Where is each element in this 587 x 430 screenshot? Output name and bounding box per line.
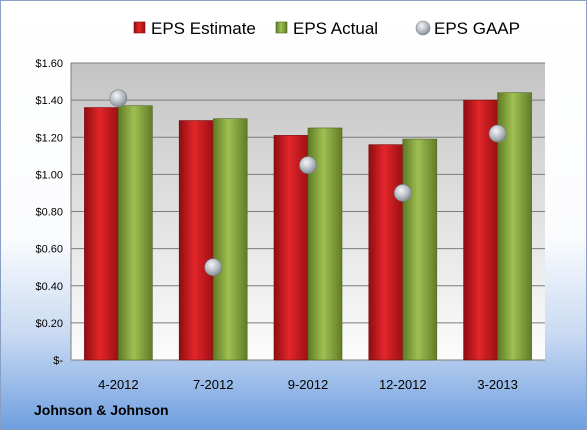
x-tick-label: 4-2012 bbox=[98, 377, 138, 392]
y-tick-label: $0.60 bbox=[35, 244, 63, 256]
legend-label-eps-actual: EPS Actual bbox=[293, 19, 378, 38]
chart-legend: EPS Estimate EPS Actual EPS GAAP bbox=[133, 19, 520, 38]
marker-eps-gaap bbox=[204, 258, 222, 276]
x-tick-label: 7-2012 bbox=[193, 377, 233, 392]
legend-swatch-eps-estimate bbox=[133, 21, 146, 34]
marker-eps-gaap bbox=[109, 89, 128, 108]
legend-swatch-eps-actual bbox=[275, 21, 288, 34]
bar-eps-estimate bbox=[84, 107, 119, 361]
y-tick-label: $0.40 bbox=[35, 281, 63, 293]
legend-label-eps-gaap: EPS GAAP bbox=[434, 19, 520, 38]
y-tick-label: $0.80 bbox=[35, 207, 63, 219]
company-name: Johnson & Johnson bbox=[34, 402, 169, 418]
bar-eps-actual bbox=[118, 105, 153, 361]
bar-eps-actual bbox=[402, 138, 438, 361]
legend-swatch-eps-gaap bbox=[415, 20, 431, 36]
bar-eps-estimate bbox=[368, 144, 404, 361]
x-tick-label: 9-2012 bbox=[288, 377, 328, 392]
marker-eps-gaap bbox=[488, 124, 507, 143]
y-tick-label: $1.20 bbox=[35, 132, 63, 144]
legend-label-eps-estimate: EPS Estimate bbox=[151, 19, 256, 38]
y-tick-label: $- bbox=[53, 355, 63, 367]
bar-eps-estimate bbox=[273, 135, 309, 361]
bar-eps-estimate bbox=[463, 99, 498, 361]
bar-eps-estimate bbox=[178, 120, 214, 361]
marker-eps-gaap bbox=[299, 156, 317, 174]
x-tick-label: 12-2012 bbox=[379, 377, 427, 392]
marker-eps-gaap bbox=[393, 184, 412, 202]
bar-eps-actual bbox=[212, 118, 248, 361]
x-tick-label: 3-2013 bbox=[477, 377, 517, 392]
y-tick-label: $1.60 bbox=[35, 58, 63, 70]
y-tick-label: $0.20 bbox=[35, 318, 63, 330]
y-tick-label: $1.00 bbox=[35, 169, 63, 181]
y-tick-label: $1.40 bbox=[35, 95, 63, 107]
